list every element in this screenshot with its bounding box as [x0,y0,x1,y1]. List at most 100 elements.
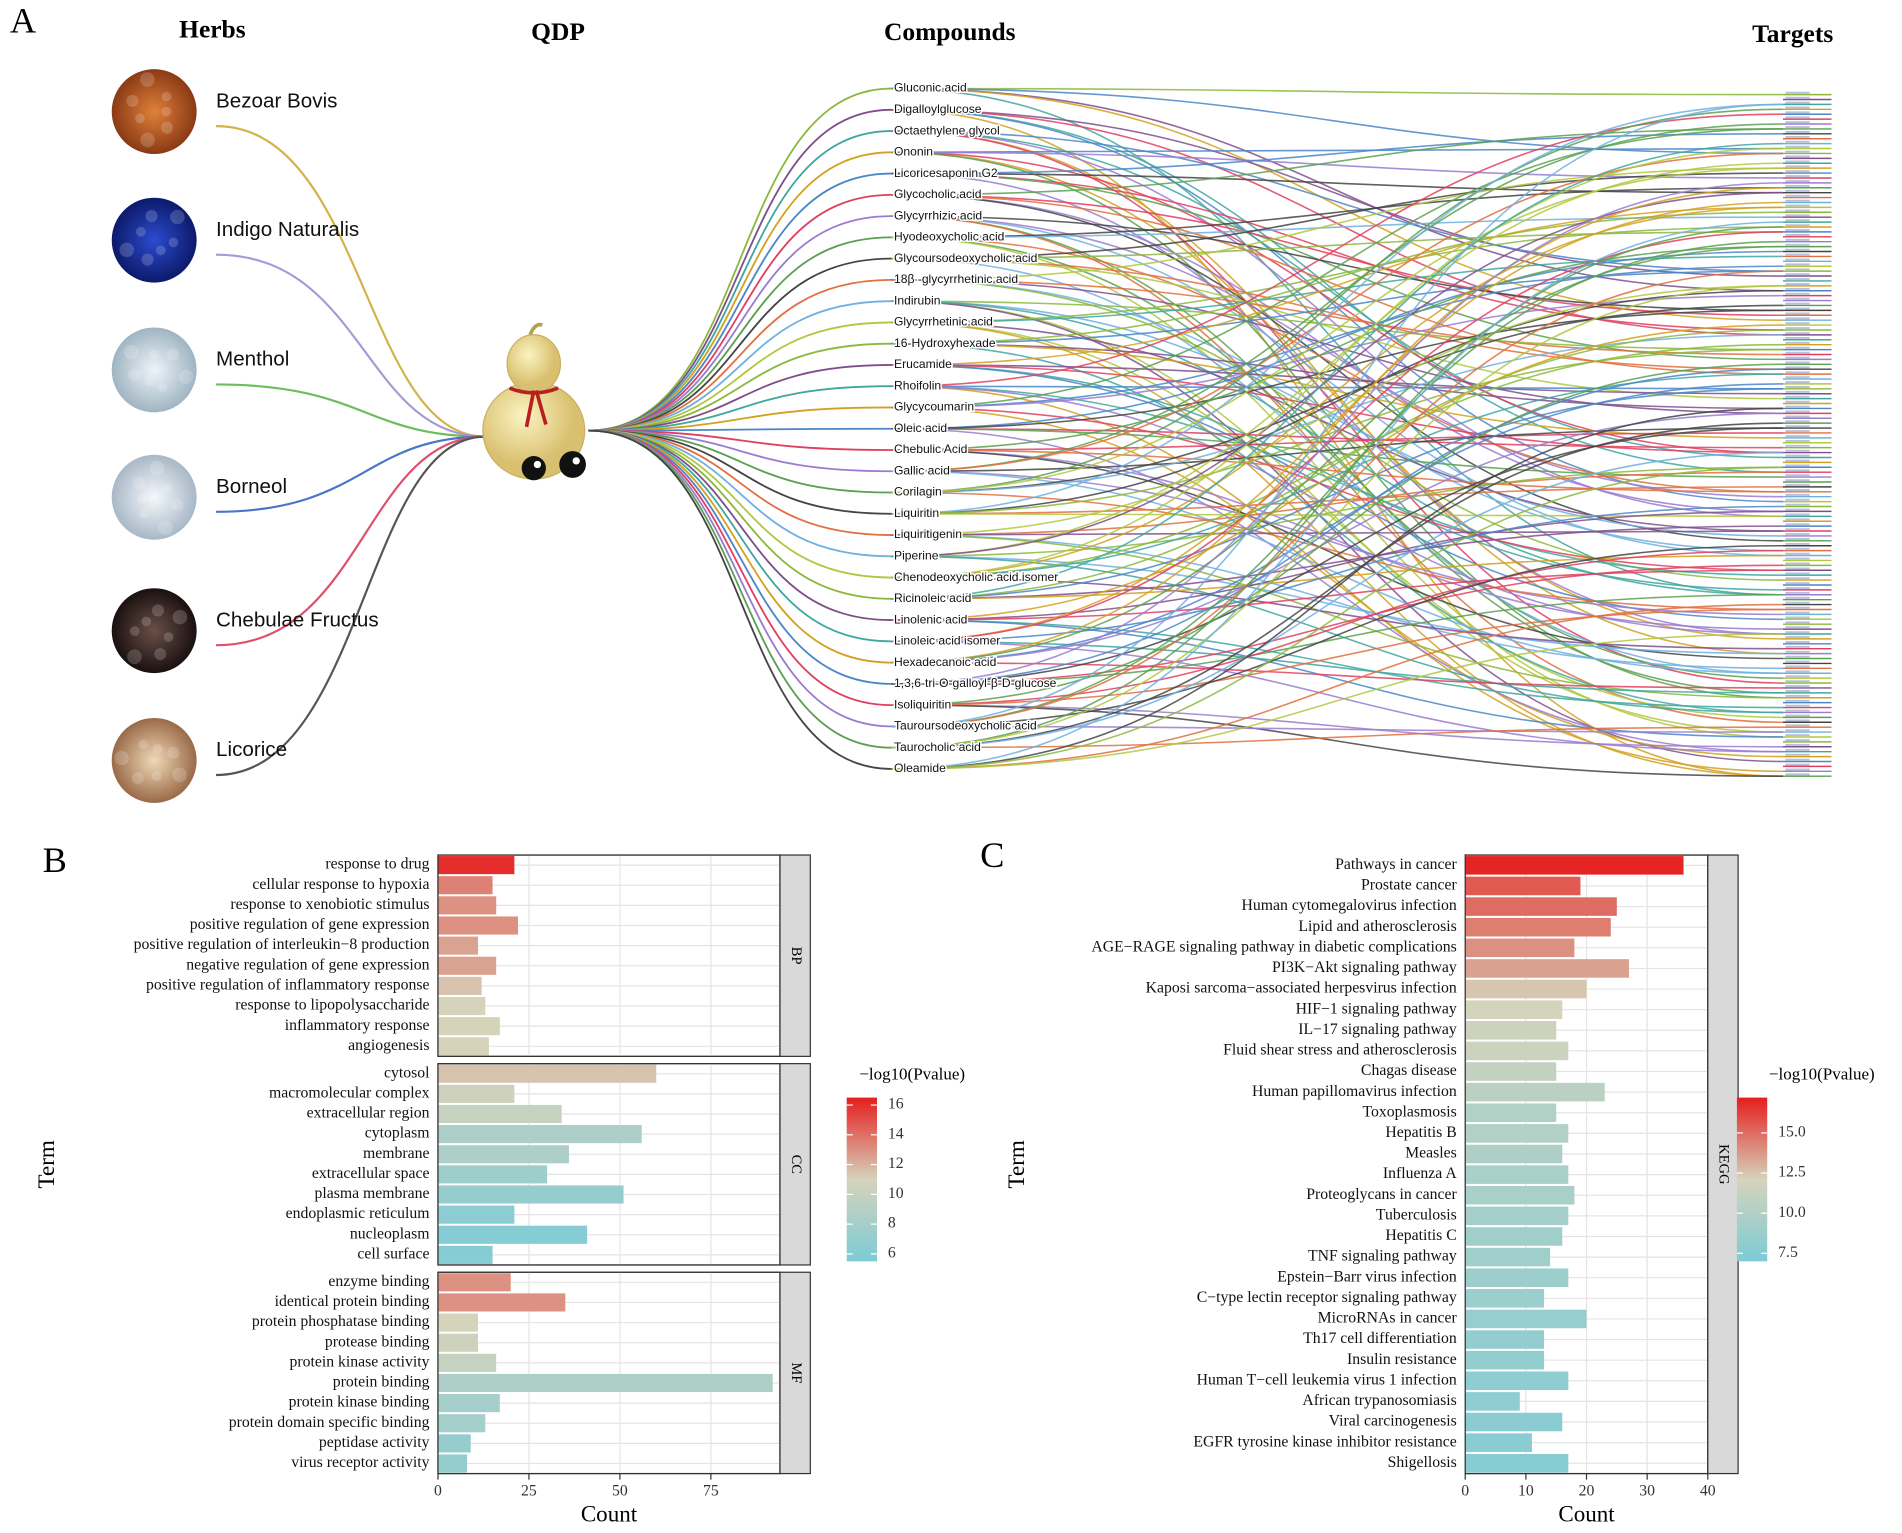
target-link [891,194,1783,317]
herb-texture [133,477,146,490]
gourd-eye-shine [533,460,542,469]
target-link [891,103,1783,515]
target-link [891,385,1783,576]
colorbar-tick-label: 12 [888,1155,904,1172]
y-axis-title: Term [33,1140,59,1188]
y-tick-label: HIF−1 signaling pathway [1296,1000,1457,1017]
bar [437,1454,468,1473]
compound-link [588,429,892,770]
bar [1465,917,1611,937]
herb-texture [145,209,158,223]
compound-link [588,172,892,432]
bar [1465,856,1684,875]
target-link [891,270,1783,728]
colorbar-tick-label: 10 [888,1185,904,1202]
herb-texture [135,113,145,124]
herb-texture [160,121,174,134]
y-tick-label: response to lipopolysaccharide [235,997,429,1014]
herb-texture [137,494,148,504]
compound-label: Digalloylglucose [894,102,982,116]
target-link [891,147,1783,154]
compound-label: Indirubin [894,293,940,307]
target-link [891,109,1783,277]
target-link [891,186,1783,239]
y-tick-label: EGFR tyrosine kinase inhibitor resistanc… [1193,1433,1456,1450]
herb-texture [171,498,184,511]
target-link [891,534,1783,699]
target-link [891,725,1783,733]
herb-texture [144,376,154,386]
compound-link [588,429,892,664]
target-link [891,471,1783,536]
compound-label: 1,3,6-tri-O-galloyl-β-D-glucose [894,676,1057,690]
compound-link [588,429,892,600]
y-tick-label: Prostate cancer [1361,877,1458,894]
herb-image [111,197,197,283]
bar [1465,1412,1563,1432]
herb-image [111,327,197,413]
target-link [891,236,1783,679]
target-link [891,172,1783,361]
gourd-stem [528,322,543,336]
bar [437,1373,773,1393]
bar [437,1245,493,1264]
herb-texture [139,72,155,87]
target-link [891,270,1783,345]
y-tick-label: protein phosphatase binding [252,1313,430,1330]
bar [437,1165,548,1184]
compound-label: Liquiritigenin [894,527,962,541]
herb-texture [167,746,180,759]
target-link [891,348,1783,515]
target-link [891,427,1783,478]
target-link [891,215,1783,498]
compound-label: Glycyrrhizic acid [894,208,982,222]
compound-label: Piperine [894,549,939,563]
compound-link [588,215,892,432]
bar [437,1205,515,1224]
compound-link [588,429,892,643]
bar [1465,1021,1557,1040]
target-link [891,534,1783,670]
colorbar-tick-label: 12.5 [1778,1164,1806,1181]
bar [1465,1227,1563,1246]
compound-link [588,236,892,432]
herb-texture [172,767,187,783]
bar [1465,1247,1551,1267]
target-link [891,133,1783,175]
compound-link [588,429,892,536]
compound-link [588,429,892,579]
y-tick-label: AGE−RAGE signaling pathway in diabetic c… [1091,938,1456,955]
target-link [891,257,1783,370]
target-link [891,555,1783,655]
colorbar-tick-label: 6 [888,1244,896,1261]
target-link [891,167,1783,494]
bar [437,1313,479,1332]
colorbar-tick-label: 14 [888,1125,904,1142]
y-tick-label: cytosol [384,1064,430,1081]
bar [1465,1185,1575,1205]
herb-texture [114,750,129,766]
target-link [891,194,1783,375]
target-link [891,603,1783,770]
colorbar-tick-label: 10.0 [1778,1204,1806,1221]
herb-texture [163,632,174,642]
compound-label: Glycoursodeoxycholic acid [894,251,1037,265]
target-link [891,279,1783,581]
target-link [891,343,1783,579]
target-link [891,289,1783,515]
facet-strip [779,1271,811,1475]
herbs: Bezoar Bovis Indigo Naturalis Menthol Borne… [111,69,379,803]
target-link [891,406,1783,758]
herb-link [216,253,486,438]
herb-texture [149,460,165,476]
target-link [891,640,1783,694]
facet-label: BP [788,947,804,965]
compound-label: Liquiritin [894,506,939,520]
herb-texture [128,368,141,381]
bar [1465,1124,1569,1143]
herb-texture [139,508,149,519]
target-link [891,300,1783,763]
compound-link [588,429,892,473]
gourd-eye [559,451,586,478]
